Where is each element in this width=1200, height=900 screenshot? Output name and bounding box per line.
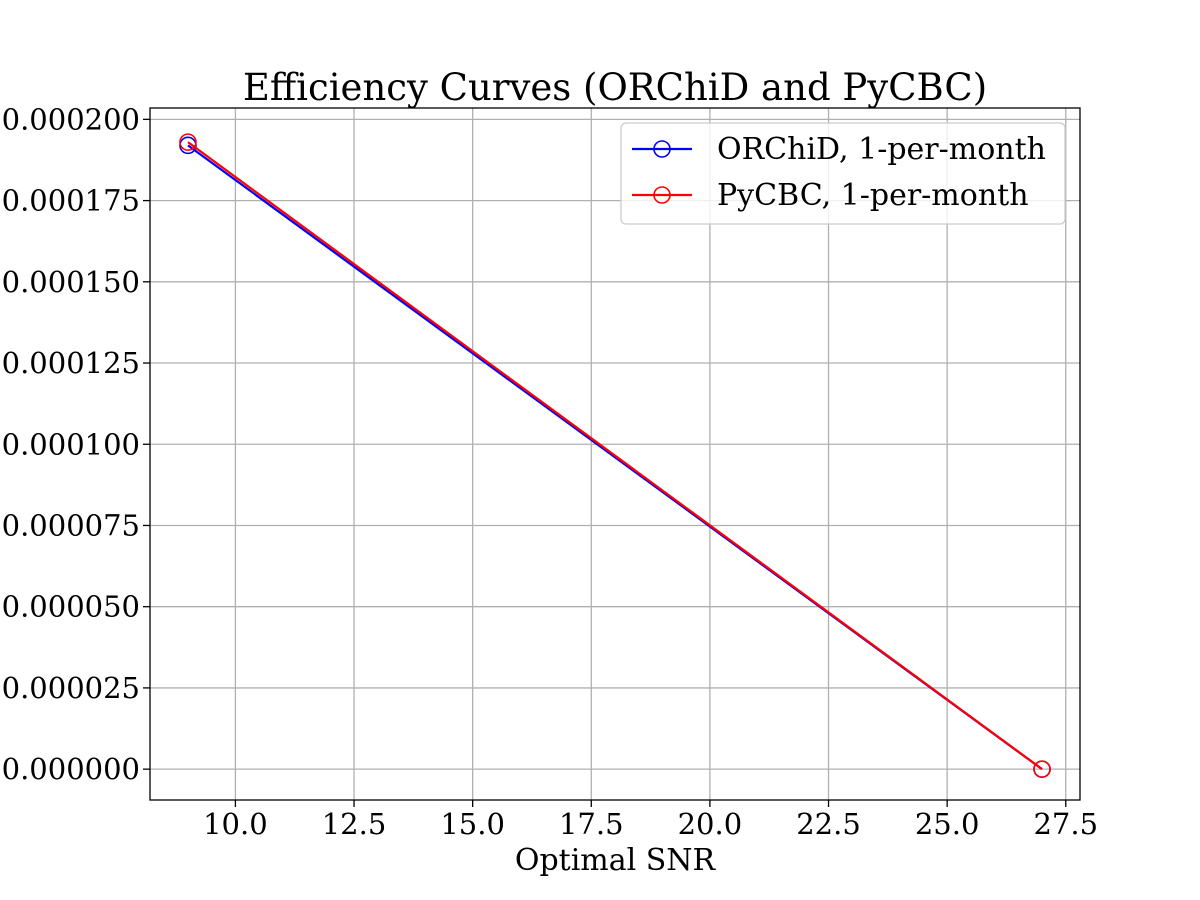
y-tick-label: 0.000000: [2, 752, 140, 786]
x-tick-label: 15.0: [440, 807, 505, 841]
y-tick-label: 0.000025: [2, 671, 140, 705]
x-tick-label: 22.5: [796, 807, 861, 841]
chart-title: Efficiency Curves (ORChiD and PyCBC): [243, 66, 987, 109]
y-tick-label: 0.000100: [2, 427, 140, 461]
y-tick-label: 0.000050: [2, 590, 140, 624]
legend-box: [620, 122, 1066, 225]
legend-marker: [653, 140, 671, 158]
tick-layer: 10.0 12.5 15.0 17.5 20.0 22.5 25.0 27.5 0.000000…: [2, 102, 1098, 841]
x-axis-title: Optimal SNR: [515, 843, 717, 878]
y-tick-label: 0.000075: [2, 508, 140, 542]
legend-label: ORChiD, 1-per-month: [717, 132, 1046, 167]
y-tick-label: 0.000125: [2, 346, 140, 380]
x-tick-label: 12.5: [322, 807, 387, 841]
y-tick-label: 0.000150: [2, 265, 140, 299]
plot-area-frame: [149, 107, 1081, 801]
x-tick-label: 17.5: [559, 807, 624, 841]
legend-label: PyCBC, 1-per-month: [717, 178, 1029, 213]
y-tick-label: 0.000200: [2, 102, 140, 136]
legend: ORChiD, 1-per-month PyCBC, 1-per-month: [620, 122, 1066, 225]
legend-entries: ORChiD, 1-per-month PyCBC, 1-per-month: [632, 132, 1046, 213]
legend-marker: [653, 186, 671, 204]
series-line: [187, 141, 1043, 771]
legend-entry: ORChiD, 1-per-month: [632, 132, 1046, 167]
series-layer: [179, 133, 1051, 778]
legend-entry: PyCBC, 1-per-month: [632, 178, 1029, 213]
x-tick-label: 27.5: [1033, 807, 1098, 841]
x-tick-label: 25.0: [915, 807, 980, 841]
series-2: [179, 133, 1051, 778]
data-point: [1033, 760, 1051, 778]
y-tick-label: 0.000175: [2, 184, 140, 218]
data-point: [179, 133, 197, 151]
x-tick-label: 20.0: [678, 807, 743, 841]
x-tick-label: 10.0: [203, 807, 268, 841]
grid-layer: [150, 108, 1080, 800]
